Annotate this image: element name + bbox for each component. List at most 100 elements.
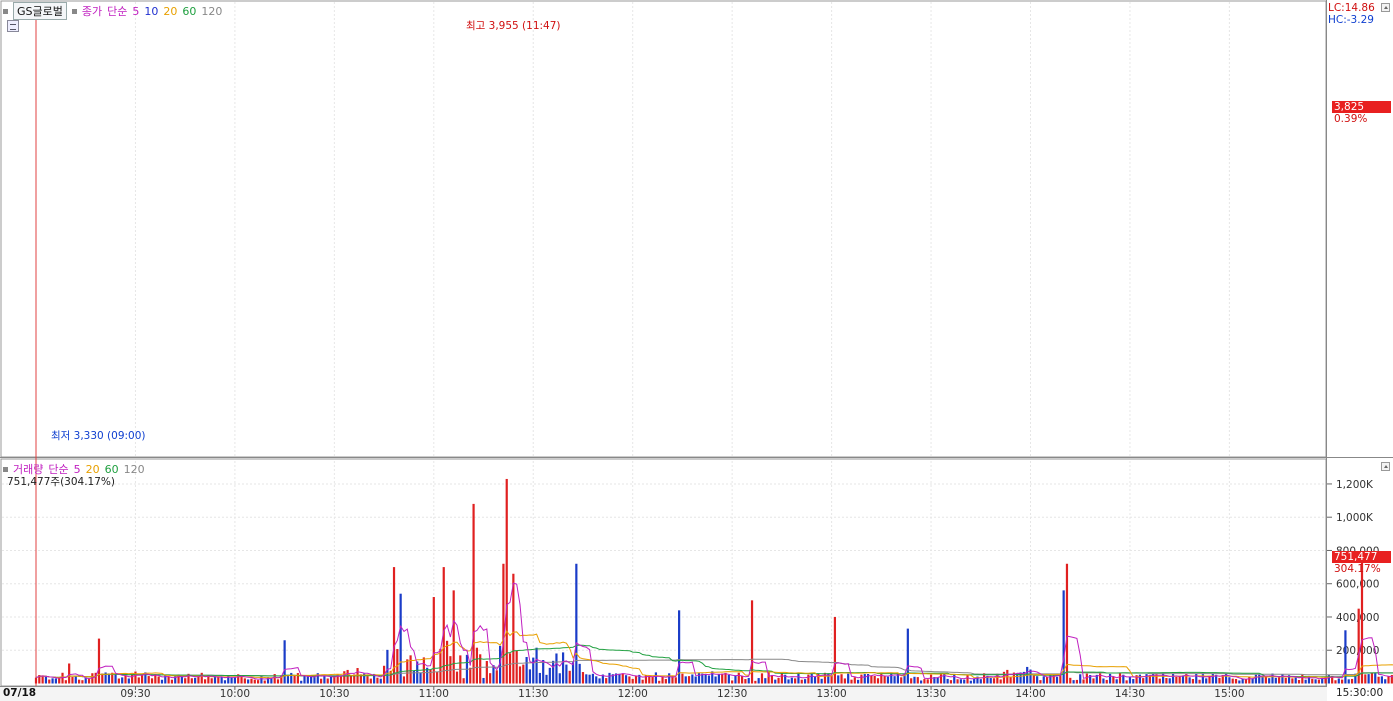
volume-bar xyxy=(1297,680,1301,684)
volume-bar xyxy=(820,678,823,684)
volume-bar xyxy=(939,673,943,684)
volume-bar xyxy=(949,680,953,684)
volume-bar xyxy=(240,676,243,684)
symbol-name[interactable]: GS글로벌 xyxy=(13,2,67,20)
volume-bar xyxy=(134,671,137,684)
volume-bar xyxy=(694,676,697,684)
volume-bar xyxy=(724,672,727,684)
volume-bar xyxy=(678,610,681,684)
volume-bar xyxy=(1268,678,1271,684)
volume-bar xyxy=(58,677,61,684)
volume-bar xyxy=(512,573,515,684)
volume-bar xyxy=(1287,675,1291,684)
chart-settings-icon[interactable] xyxy=(7,20,19,32)
volume-bar xyxy=(1218,677,1221,684)
volume-bar xyxy=(502,563,505,684)
volume-bar xyxy=(452,590,455,684)
volume-bar xyxy=(661,676,664,684)
volume-bar xyxy=(329,676,333,684)
volume-bar xyxy=(227,675,230,684)
volume-bar xyxy=(1055,676,1059,684)
volume-bar xyxy=(595,676,598,684)
price-panel-scroll-icon[interactable] xyxy=(1381,3,1390,12)
volume-bar xyxy=(615,673,618,684)
volume-bar xyxy=(250,678,253,684)
time-tick-label: 11:30 xyxy=(518,688,548,700)
volume-bar xyxy=(850,679,853,684)
volume-bar xyxy=(469,667,472,684)
volume-bar xyxy=(810,673,813,684)
volume-bar xyxy=(376,677,379,684)
volume-bar xyxy=(532,657,535,684)
volume-bar xyxy=(489,673,492,684)
volume-bar xyxy=(1142,678,1145,684)
volume-bar xyxy=(847,673,850,684)
volume-bar xyxy=(853,677,856,684)
volume-bar xyxy=(293,675,296,684)
volume-bar xyxy=(54,678,57,684)
volume-bar xyxy=(687,676,691,684)
volume-bar xyxy=(283,640,286,684)
time-tick-label: 11:00 xyxy=(419,688,449,700)
volume-bar xyxy=(144,672,147,684)
volume-bar xyxy=(1354,673,1357,684)
volume-bar xyxy=(505,478,508,684)
volume-bar xyxy=(585,674,588,684)
volume-bar xyxy=(522,664,525,684)
volume-bar xyxy=(959,679,962,684)
volume-bar xyxy=(174,676,177,684)
volume-bar xyxy=(1125,680,1128,684)
volume-bar xyxy=(538,672,541,684)
volume-bar xyxy=(1374,673,1377,684)
volume-bar xyxy=(969,680,972,684)
volume-bar xyxy=(525,656,528,684)
volume-bar xyxy=(48,679,51,684)
volume-bar xyxy=(369,678,372,684)
volume-bar xyxy=(366,676,369,684)
volume-bar xyxy=(691,674,694,684)
volume-bar xyxy=(734,675,737,684)
ma-period-60: 60 xyxy=(182,4,197,18)
volume-bar xyxy=(644,675,648,684)
volume-bar xyxy=(711,671,714,684)
volume-bar xyxy=(674,677,677,684)
current-change: 0.39% xyxy=(1334,113,1368,125)
volume-bar xyxy=(929,674,933,684)
volume-bar xyxy=(618,673,621,684)
volume-bar xyxy=(157,676,160,684)
volume-bar xyxy=(260,676,263,684)
volume-bar xyxy=(933,677,936,684)
volume-panel-scroll-icon[interactable] xyxy=(1381,462,1390,471)
volume-bar xyxy=(790,677,793,684)
volume-bar xyxy=(1370,673,1374,684)
volume-bar xyxy=(936,677,939,684)
volume-bar xyxy=(1357,608,1360,684)
volume-bar xyxy=(1301,674,1304,684)
volume-bar xyxy=(900,677,903,684)
volume-bar xyxy=(518,666,522,684)
volume-bar xyxy=(754,680,757,684)
volume-bar xyxy=(1364,674,1367,684)
volume-tick-label: 600,000 xyxy=(1336,579,1379,591)
volume-bar xyxy=(499,645,502,684)
volume-bar xyxy=(107,673,111,684)
volume-bar xyxy=(1072,680,1075,684)
volume-bar xyxy=(794,678,797,684)
volume-panel-frame xyxy=(0,458,1327,687)
vol-ma-20: 20 xyxy=(85,462,100,476)
volume-bar xyxy=(638,674,641,684)
volume-bar xyxy=(94,672,97,684)
volume-bar xyxy=(442,567,445,684)
volume-bar xyxy=(124,675,127,684)
volume-bar xyxy=(306,676,309,684)
volume-bar xyxy=(492,665,495,684)
volume-bar xyxy=(184,678,187,684)
high-annotation: 최고 3,955 (11:47) xyxy=(466,20,561,32)
volume-bar xyxy=(946,678,949,684)
volume-bar xyxy=(1132,679,1135,684)
volume-bar xyxy=(1244,678,1248,684)
volume-bar xyxy=(353,674,356,684)
volume-bar xyxy=(71,677,74,684)
volume-bar xyxy=(140,674,144,684)
